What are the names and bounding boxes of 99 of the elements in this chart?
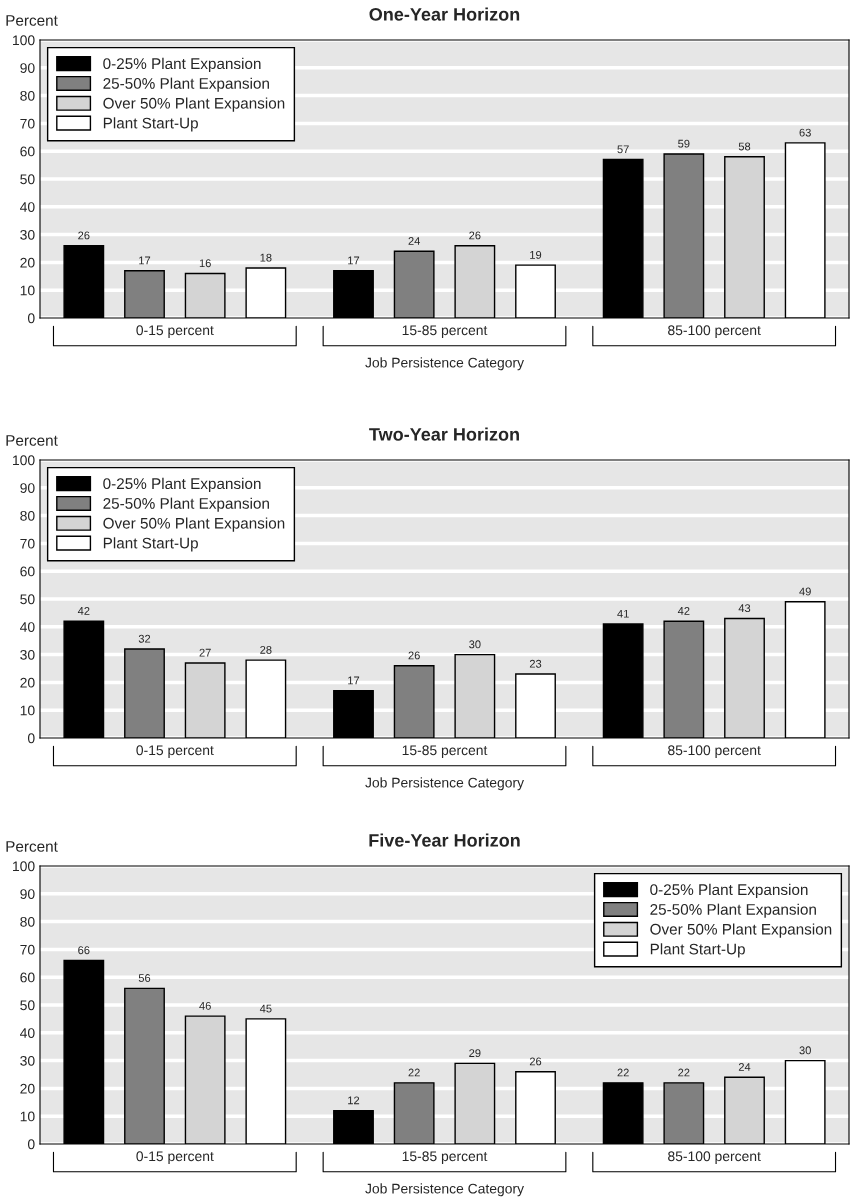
x-tick-label: 0-15 percent [136,745,214,758]
data-label: 42 [77,607,90,615]
data-label: 17 [348,256,360,265]
data-label: 12 [348,1096,360,1105]
legend-label: Over 50% Plant Expansion [103,97,285,112]
y-axis-title: Percent [6,15,58,26]
y-tick-label: 0 [27,313,35,324]
data-label: 16 [199,259,211,268]
data-label: 59 [678,139,690,148]
y-axis-title: Percent [6,435,58,446]
x-tick-label: 85-100 percent [668,325,761,338]
data-label: 63 [799,128,811,137]
legend-label: Plant Start-Up [650,943,745,958]
data-label: 19 [530,250,542,259]
data-label: 18 [260,253,272,262]
data-label: 58 [738,142,751,151]
data-label: 29 [469,1049,481,1058]
x-tick-label: 15-85 percent [402,745,488,758]
y-tick-label: 100 [13,455,35,466]
chart-title: Five-Year Horizon [369,833,520,847]
data-label: 28 [260,645,272,654]
x-tick-label: 0-15 percent [136,325,214,338]
y-tick-label: 10 [20,285,35,296]
legend-label: 0-25% Plant Expansion [650,883,808,899]
data-label: 56 [138,974,151,982]
legend-label: Over 50% Plant Expansion [650,923,832,938]
data-label: 24 [408,237,421,245]
data-label: 49 [799,587,811,596]
data-label: 30 [469,640,481,649]
data-label: 43 [738,604,751,613]
y-tick-label: 100 [13,35,35,46]
y-tick-label: 40 [20,202,35,212]
legend-label: 0-25% Plant Expansion [103,57,261,73]
legend-label: Plant Start-Up [103,117,198,132]
legend-label: Over 50% Plant Expansion [103,517,285,532]
x-tick-label: 15-85 percent [402,1151,488,1164]
y-tick-label: 20 [20,677,35,688]
y-tick-label: 50 [20,594,35,605]
y-tick-label: 20 [20,1083,35,1094]
y-tick-label: 80 [20,916,35,927]
x-tick-label: 0-15 percent [136,1151,214,1164]
data-label: 26 [529,1057,542,1066]
legend-label: 25-50% Plant Expansion [103,77,269,92]
y-tick-label: 70 [20,944,35,955]
y-tick-label: 10 [20,1111,35,1122]
data-label: 24 [738,1063,751,1071]
y-tick-label: 60 [20,566,35,577]
data-label: 32 [138,634,151,643]
x-tick-label: 15-85 percent [402,325,488,338]
x-tick-label: 85-100 percent [668,1151,761,1164]
data-label: 45 [259,1004,272,1013]
y-tick-label: 30 [20,1055,35,1066]
chart-title: Two-Year Horizon [369,427,519,441]
y-tick-label: 90 [20,483,35,493]
y-tick-label: 30 [20,649,35,660]
legend-label: 25-50% Plant Expansion [103,497,269,512]
data-label: 30 [799,1046,811,1055]
y-tick-label: 50 [20,1000,35,1011]
y-tick-label: 40 [20,622,35,632]
legend-label: Plant Start-Up [103,537,198,552]
legend-label: 25-50% Plant Expansion [650,903,816,918]
x-axis-title: Job Persistence Category [365,1183,524,1197]
data-label: 17 [348,676,360,685]
data-label: 41 [617,609,629,618]
y-tick-label: 20 [20,257,35,268]
data-label: 26 [408,651,420,660]
y-tick-label: 80 [20,510,35,521]
x-axis-title: Job Persistence Category [365,357,524,371]
data-label: 27 [199,648,211,657]
data-label: 66 [78,946,90,955]
y-tick-label: 90 [20,63,35,73]
y-tick-label: 30 [20,229,35,240]
y-tick-label: 80 [20,90,35,101]
y-tick-label: 50 [20,174,35,185]
data-label: 22 [408,1068,420,1077]
y-tick-label: 70 [20,118,35,129]
y-tick-label: 60 [20,146,35,157]
data-label: 26 [469,231,481,240]
x-tick-label: 85-100 percent [668,745,761,758]
data-label: 22 [678,1068,690,1077]
data-label: 22 [617,1068,629,1077]
y-tick-label: 10 [20,705,35,716]
y-tick-label: 0 [27,733,35,744]
y-tick-label: 60 [20,972,35,983]
data-label: 17 [139,256,151,265]
chart-title: One-Year Horizon [369,7,520,21]
y-tick-label: 40 [20,1028,35,1038]
y-tick-label: 70 [20,538,35,549]
y-tick-label: 100 [13,861,35,872]
legend-label: 0-25% Plant Expansion [103,477,261,493]
data-label: 26 [78,231,90,240]
y-tick-label: 0 [27,1139,35,1150]
y-axis-title: Percent [6,841,58,852]
data-label: 23 [529,659,542,668]
data-label: 46 [199,1001,211,1010]
y-tick-label: 90 [20,889,35,899]
x-axis-title: Job Persistence Category [365,777,524,791]
data-label: 57 [617,145,629,154]
data-label: 42 [677,607,690,615]
